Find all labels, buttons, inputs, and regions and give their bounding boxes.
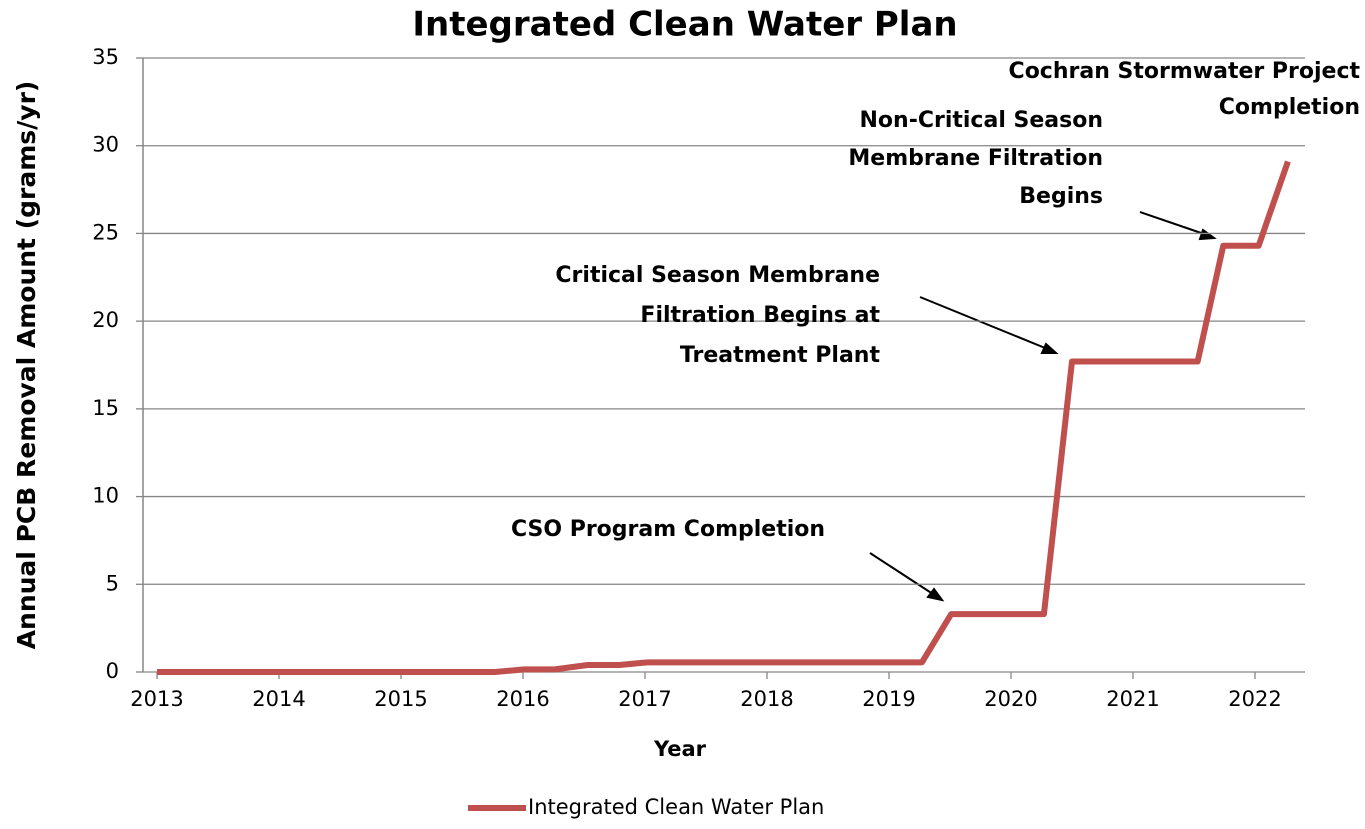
- y-tick-label: 20: [92, 308, 119, 332]
- x-tick-label: 2017: [618, 687, 671, 711]
- arrow-head: [1040, 342, 1059, 354]
- arrow: [869, 552, 937, 597]
- x-tick-label: 2020: [984, 687, 1037, 711]
- x-tick-label: 2019: [862, 687, 915, 711]
- x-tick-label: 2022: [1228, 687, 1281, 711]
- y-tick-label: 25: [92, 220, 119, 244]
- annotation: Begins: [1019, 184, 1103, 209]
- y-tick-label: 10: [92, 484, 119, 508]
- annotation: Treatment Plant: [680, 343, 881, 368]
- data-line: [157, 160, 1291, 675]
- annotation: Membrane Filtration: [848, 146, 1103, 171]
- y-axis-label: Annual PCB Removal Amount (grams/yr): [12, 81, 41, 650]
- annotation-arrows: [869, 211, 1217, 602]
- y-tick-label: 0: [106, 659, 119, 683]
- arrow-head: [926, 587, 945, 602]
- legend-label: Integrated Clean Water Plan: [528, 795, 824, 819]
- annotation: CSO Program Completion: [511, 517, 825, 542]
- annotation: Filtration Begins at: [640, 303, 880, 328]
- y-tick-label: 5: [106, 571, 119, 595]
- arrow: [1139, 211, 1208, 236]
- x-tick-label: 2015: [374, 687, 427, 711]
- arrow: [919, 296, 1051, 351]
- annotation: Non-Critical Season: [860, 108, 1103, 133]
- y-tick-label: 35: [92, 45, 119, 69]
- x-tick-label: 2021: [1106, 687, 1159, 711]
- annotation: Critical Season Membrane: [555, 263, 880, 288]
- chart-title: Integrated Clean Water Plan: [412, 5, 957, 45]
- x-tick-label: 2016: [496, 687, 549, 711]
- annotation: Completion: [1219, 95, 1360, 120]
- y-tick-label: 15: [92, 396, 119, 420]
- x-tick-label: 2013: [130, 687, 183, 711]
- y-tick-label: 30: [92, 133, 119, 157]
- x-tick-label: 2018: [740, 687, 793, 711]
- x-axis-label: Year: [653, 737, 707, 761]
- annotation: Cochran Stormwater Project: [1009, 59, 1361, 84]
- arrow-head: [1198, 228, 1217, 241]
- x-tick-label: 2014: [252, 687, 305, 711]
